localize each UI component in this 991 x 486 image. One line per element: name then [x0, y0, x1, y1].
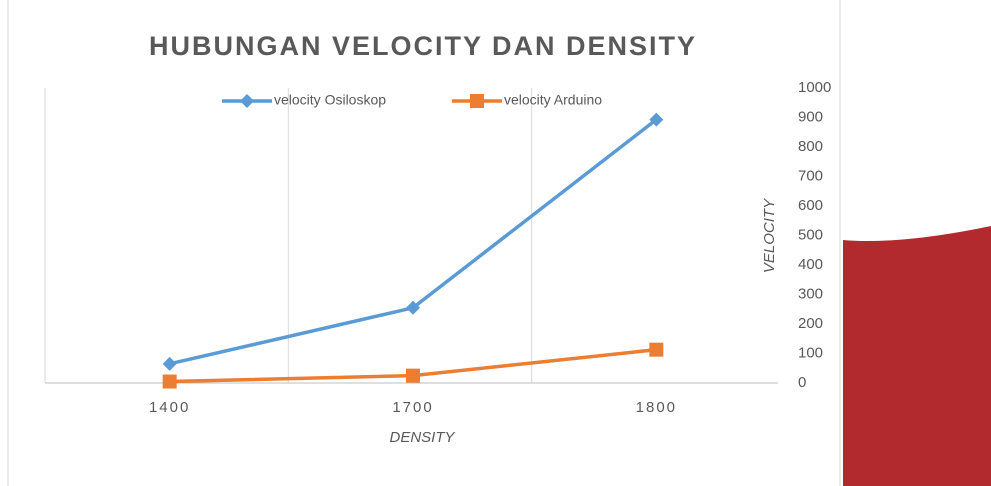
legend-marker — [240, 94, 254, 108]
x-axis-label: DENSITY — [389, 429, 455, 446]
decoration — [843, 226, 991, 486]
y-tick-label: 600 — [798, 197, 823, 214]
legend-label: velocity Arduino — [504, 92, 602, 108]
y-tick-label: 800 — [798, 138, 823, 155]
marker — [649, 342, 664, 357]
x-tick-label: 1700 — [392, 399, 433, 416]
marker — [162, 374, 177, 389]
chart-title: HUBUNGAN VELOCITY DAN DENSITY — [149, 31, 697, 61]
y-tick-label: 700 — [798, 167, 823, 184]
y-tick-label: 100 — [798, 344, 823, 361]
legend-marker — [470, 94, 484, 108]
x-tick-label: 1800 — [636, 399, 677, 416]
marker — [406, 368, 420, 383]
marker — [162, 356, 177, 371]
y-tick-label: 900 — [798, 108, 823, 125]
y-tick-label: 400 — [798, 256, 823, 273]
marker — [649, 112, 664, 127]
marker — [406, 300, 420, 315]
legend-label: velocity Osiloskop — [274, 92, 386, 108]
y-tick-label: 200 — [798, 315, 823, 332]
y-tick-label: 300 — [798, 285, 823, 302]
y-tick-label: 500 — [798, 226, 823, 243]
y-tick-label: 1000 — [798, 79, 831, 96]
x-tick-label: 1400 — [149, 399, 190, 416]
y-axis-label: VELOCITY — [761, 198, 778, 273]
y-tick-label: 0 — [798, 374, 806, 391]
